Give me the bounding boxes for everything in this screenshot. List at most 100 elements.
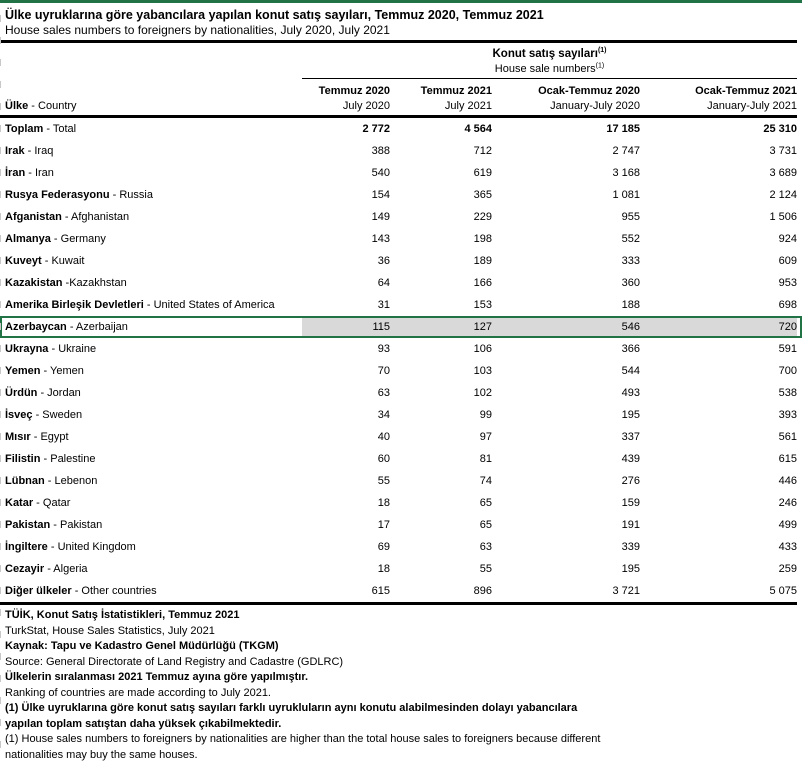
cell-value: 540 [302, 167, 390, 179]
table-row-iran[interactable]: İran - Iran 540 619 3 168 3 689 [0, 162, 802, 184]
footer-line-7: (1) Ülke uyruklarına göre konut satış sa… [5, 701, 802, 717]
country-label: Diğer ülkeler - Other countries [0, 585, 302, 597]
table-body: Toplam - Total 2 772 4 564 17 185 25 310… [0, 118, 802, 602]
table-row-azerbaijan[interactable]: Azerbaycan - Azerbaijan 115 127 546 720 [0, 316, 802, 338]
cell-value: 619 [390, 167, 492, 179]
cell-value: 615 [640, 453, 797, 465]
table-row-united-states-of-america[interactable]: Amerika Birleşik Devletleri - United Sta… [0, 294, 802, 316]
row-values: 18 65 159 246 [302, 492, 797, 514]
table-row-ukraine[interactable]: Ukrayna - Ukraine 93 106 366 591 [0, 338, 802, 360]
row-values: 149 229 955 1 506 [302, 206, 797, 228]
row-values: 69 63 339 433 [302, 536, 797, 558]
cell-value: 69 [302, 541, 390, 553]
table-row-total[interactable]: Toplam - Total 2 772 4 564 17 185 25 310 [0, 118, 802, 140]
cell-value: 896 [390, 585, 492, 597]
cell-value: 360 [492, 277, 640, 289]
cell-value: 499 [640, 519, 797, 531]
cell-value: 955 [492, 211, 640, 223]
cell-value: 65 [390, 497, 492, 509]
row-values: 143 198 552 924 [302, 228, 797, 250]
row-values: 55 74 276 446 [302, 470, 797, 492]
table-row-united-kingdom[interactable]: İngiltere - United Kingdom 69 63 339 433 [0, 536, 802, 558]
cell-value: 74 [390, 475, 492, 487]
table-row-russia[interactable]: Rusya Federasyonu - Russia 154 365 1 081… [0, 184, 802, 206]
cell-value: 546 [492, 321, 640, 333]
cell-value: 55 [302, 475, 390, 487]
cell-value: 339 [492, 541, 640, 553]
cell-value: 3 168 [492, 167, 640, 179]
column-header-4: Ocak-Temmuz 2021 January-July 2021 [640, 84, 797, 113]
cell-value: 700 [640, 365, 797, 377]
table-row-afghanistan[interactable]: Afganistan - Afghanistan 149 229 955 1 5… [0, 206, 802, 228]
row-values: 63 102 493 538 [302, 382, 797, 404]
country-label: İran - Iran [0, 167, 302, 179]
table-row-kazakhstan[interactable]: Kazakistan -Kazakhstan 64 166 360 953 [0, 272, 802, 294]
country-label: Afganistan - Afghanistan [0, 211, 302, 223]
row-values: 18 55 195 259 [302, 558, 797, 580]
cell-value: 115 [302, 321, 390, 333]
cell-value: 191 [492, 519, 640, 531]
table-row-sweden[interactable]: İsveç - Sweden 34 99 195 393 [0, 404, 802, 426]
table-row-palestine[interactable]: Filistin - Palestine 60 81 439 615 [0, 448, 802, 470]
cell-value: 433 [640, 541, 797, 553]
footer-line-1: TÜİK, Konut Satış İstatistikleri, Temmuz… [5, 608, 802, 624]
row-values: 60 81 439 615 [302, 448, 797, 470]
table-row-egypt[interactable]: Mısır - Egypt 40 97 337 561 [0, 426, 802, 448]
row-header-country: Ülke - Country [0, 99, 302, 113]
table-row-germany[interactable]: Almanya - Germany 143 198 552 924 [0, 228, 802, 250]
cell-value: 5 075 [640, 585, 797, 597]
country-label: Toplam - Total [0, 123, 302, 135]
table-row-algeria[interactable]: Cezayir - Algeria 18 55 195 259 [0, 558, 802, 580]
footnote-marker: (1) [596, 62, 605, 69]
table-row-yemen[interactable]: Yemen - Yemen 70 103 544 700 [0, 360, 802, 382]
cell-value: 1 506 [640, 211, 797, 223]
cell-value: 63 [302, 387, 390, 399]
cell-value: 65 [390, 519, 492, 531]
cell-value: 17 [302, 519, 390, 531]
country-label: Mısır - Egypt [0, 431, 302, 443]
table-row-other-countries[interactable]: Diğer ülkeler - Other countries 615 896 … [0, 580, 802, 602]
cell-value: 70 [302, 365, 390, 377]
table-row-iraq[interactable]: Irak - Iraq 388 712 2 747 3 731 [0, 140, 802, 162]
footnote-marker: (1) [598, 47, 607, 54]
numeric-column-headers: Temmuz 2020 July 2020 Temmuz 2021 July 2… [302, 84, 797, 113]
table-row-jordan[interactable]: Ürdün - Jordan 63 102 493 538 [0, 382, 802, 404]
table-row-lebenon[interactable]: Lübnan - Lebenon 55 74 276 446 [0, 470, 802, 492]
cell-value: 3 721 [492, 585, 640, 597]
country-label: Kazakistan -Kazakhstan [0, 277, 302, 289]
country-label: Pakistan - Pakistan [0, 519, 302, 531]
cell-value: 538 [640, 387, 797, 399]
title-block: Ülke uyruklarına göre yabancılara yapıla… [0, 3, 802, 40]
row-values: 540 619 3 168 3 689 [302, 162, 797, 184]
country-label: Yemen - Yemen [0, 365, 302, 377]
row-values: 615 896 3 721 5 075 [302, 580, 797, 602]
table-row-kuwait[interactable]: Kuveyt - Kuwait 36 189 333 609 [0, 250, 802, 272]
footer-line-3: Kaynak: Tapu ve Kadastro Genel Müdürlüğü… [5, 639, 802, 655]
row-values: 34 99 195 393 [302, 404, 797, 426]
footer-line-8: yapılan toplam satıştan daha yüksek çıka… [5, 717, 802, 733]
row-values: 36 189 333 609 [302, 250, 797, 272]
cell-value: 198 [390, 233, 492, 245]
row-values: 64 166 360 953 [302, 272, 797, 294]
cell-value: 195 [492, 409, 640, 421]
cell-value: 159 [492, 497, 640, 509]
cell-value: 561 [640, 431, 797, 443]
cell-value: 55 [390, 563, 492, 575]
cell-value: 439 [492, 453, 640, 465]
country-label: Ukrayna - Ukraine [0, 343, 302, 355]
table-row-qatar[interactable]: Katar - Qatar 18 65 159 246 [0, 492, 802, 514]
cell-value: 229 [390, 211, 492, 223]
cell-value: 195 [492, 563, 640, 575]
table-row-pakistan[interactable]: Pakistan - Pakistan 17 65 191 499 [0, 514, 802, 536]
cell-value: 64 [302, 277, 390, 289]
page-title-en: House sales numbers to foreigners by nat… [5, 23, 802, 37]
cell-value: 924 [640, 233, 797, 245]
country-label: Lübnan - Lebenon [0, 475, 302, 487]
cell-value: 3 689 [640, 167, 797, 179]
cell-value: 591 [640, 343, 797, 355]
cell-value: 106 [390, 343, 492, 355]
cell-value: 25 310 [640, 123, 797, 135]
cell-value: 2 747 [492, 145, 640, 157]
cell-value: 493 [492, 387, 640, 399]
